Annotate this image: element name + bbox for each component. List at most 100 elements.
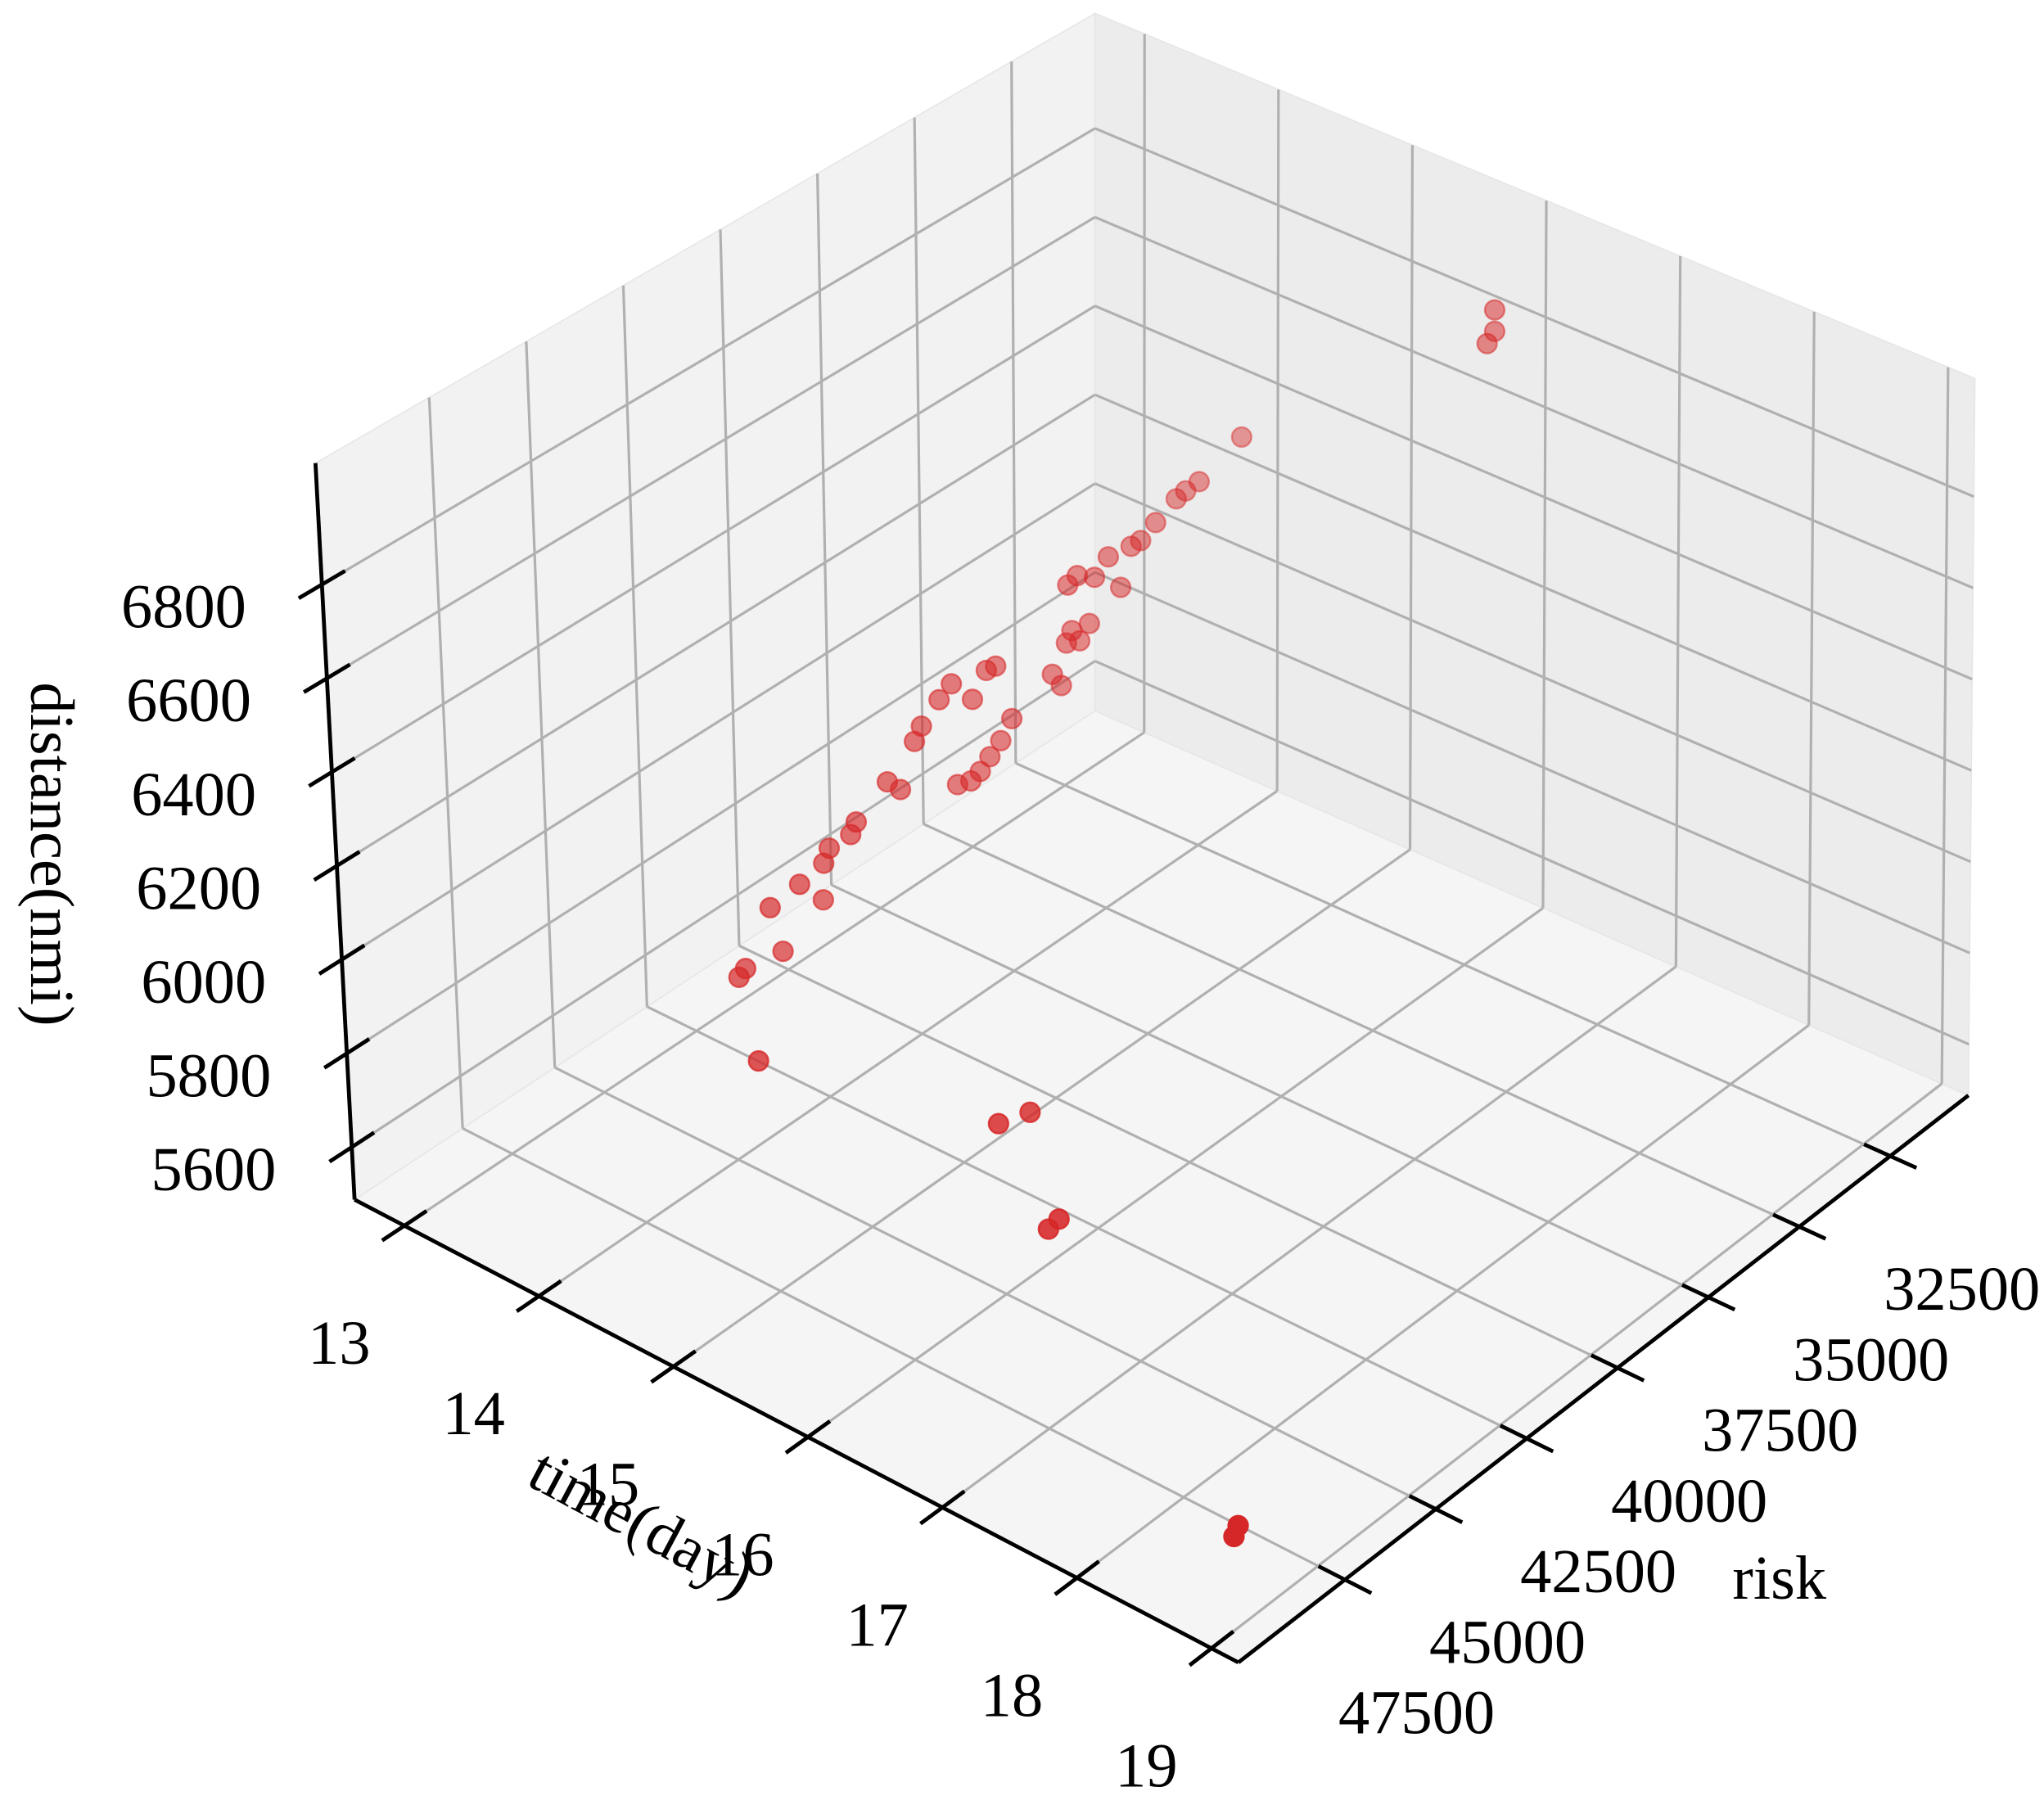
grid-line — [1211, 1082, 1943, 1649]
data-point — [1483, 299, 1506, 321]
data-point — [1144, 512, 1166, 534]
y-tick — [1590, 1353, 1645, 1383]
grid-line — [1094, 215, 1974, 589]
grid-line — [646, 1005, 1527, 1440]
data-point — [1230, 426, 1252, 449]
grid-line — [1015, 761, 1891, 1157]
data-point — [1097, 546, 1120, 568]
z-tick — [297, 569, 346, 600]
z-tick — [328, 1130, 376, 1164]
y-tick — [1499, 1424, 1554, 1454]
data-point — [1109, 576, 1132, 598]
grid-line — [1094, 305, 1973, 681]
data-point — [813, 852, 835, 874]
y-tick-label: 32500 — [1884, 1254, 2040, 1324]
y-axis-label: risk — [1732, 1543, 1826, 1613]
data-point — [772, 941, 794, 963]
z-tick — [313, 850, 361, 882]
data-point — [1037, 1218, 1059, 1240]
x-tick-label: 16 — [711, 1519, 774, 1589]
data-point — [812, 889, 834, 911]
data-point — [1041, 663, 1063, 685]
grid-line — [1275, 89, 1280, 792]
data-point — [1019, 1101, 1041, 1123]
grid-line — [341, 482, 1096, 961]
z-tick — [323, 1037, 371, 1070]
grid-line — [538, 789, 1279, 1297]
grid-line — [554, 1066, 1437, 1510]
z-tick-label: 5800 — [146, 1040, 271, 1110]
data-point — [1165, 488, 1188, 510]
y-tick — [1863, 1142, 1918, 1170]
data-point — [990, 729, 1012, 751]
grid-line — [941, 965, 1677, 1509]
grid — [321, 34, 1974, 1649]
grid-line — [326, 215, 1096, 680]
z-tick-label: 6800 — [121, 572, 246, 642]
data-point — [961, 688, 984, 711]
grid-line — [331, 305, 1096, 774]
x-tick — [381, 1209, 428, 1243]
grid-line — [1076, 1024, 1810, 1579]
data-point — [928, 688, 950, 711]
points — [728, 299, 1506, 1548]
y-tick — [1681, 1283, 1736, 1312]
data-point — [1000, 707, 1023, 730]
z-tick — [318, 943, 366, 976]
grid-line — [672, 848, 1411, 1368]
data-point — [1120, 535, 1142, 557]
data-point — [1057, 574, 1079, 596]
grid-line — [404, 731, 1145, 1227]
y-tick-label: 35000 — [1793, 1324, 1949, 1394]
x-tick — [650, 1349, 697, 1384]
z-tick-label: 5600 — [151, 1135, 277, 1204]
data-point — [1055, 632, 1077, 654]
z-tick — [308, 756, 356, 788]
data-point — [987, 1112, 1009, 1135]
x-tick-label: 18 — [981, 1660, 1043, 1730]
data-point — [728, 966, 750, 988]
z-tick-label: 6200 — [136, 853, 261, 923]
x-tick — [515, 1279, 562, 1313]
y-tick-label: 42500 — [1520, 1536, 1676, 1606]
data-point — [840, 824, 862, 846]
y-tick — [1408, 1494, 1464, 1524]
grid-line — [345, 571, 1096, 1055]
axes: 1314151617181932500350003750040000425004… — [121, 463, 2040, 1800]
grid-line — [1094, 660, 1970, 1046]
grid-line — [1094, 571, 1970, 954]
panes — [314, 11, 1976, 1663]
z-axis-label: distance(nmi) — [17, 682, 87, 1026]
data-point — [1476, 332, 1498, 354]
x-axis-line — [354, 1198, 1239, 1664]
data-point — [788, 873, 810, 896]
x-tick — [784, 1419, 832, 1455]
grid-line — [1094, 393, 1972, 772]
data-point — [903, 730, 926, 752]
x-tick-label: 13 — [308, 1308, 370, 1378]
data-point — [1188, 471, 1211, 493]
grid-line — [738, 944, 1618, 1370]
data-point — [975, 659, 998, 682]
data-point — [941, 673, 963, 695]
grid-line — [807, 907, 1544, 1438]
x-tick — [1054, 1559, 1100, 1596]
data-point — [747, 1049, 769, 1072]
grid-line — [1094, 482, 1971, 864]
y-tick-label: 47500 — [1338, 1678, 1495, 1748]
grid-line — [1094, 127, 1974, 499]
z-tick-label: 6400 — [131, 760, 256, 829]
grid-line — [321, 127, 1096, 586]
y-tick-label: 37500 — [1702, 1396, 1858, 1465]
z-tick — [302, 662, 351, 694]
data-point — [1223, 1525, 1245, 1548]
x-tick-label: 19 — [1115, 1731, 1177, 1800]
z-tick-label: 6600 — [126, 666, 251, 735]
grid-line — [462, 1126, 1346, 1582]
grid-line — [350, 660, 1096, 1148]
y-tick-label: 40000 — [1611, 1466, 1767, 1536]
data-point — [979, 746, 1001, 768]
x-tick — [1188, 1630, 1235, 1667]
